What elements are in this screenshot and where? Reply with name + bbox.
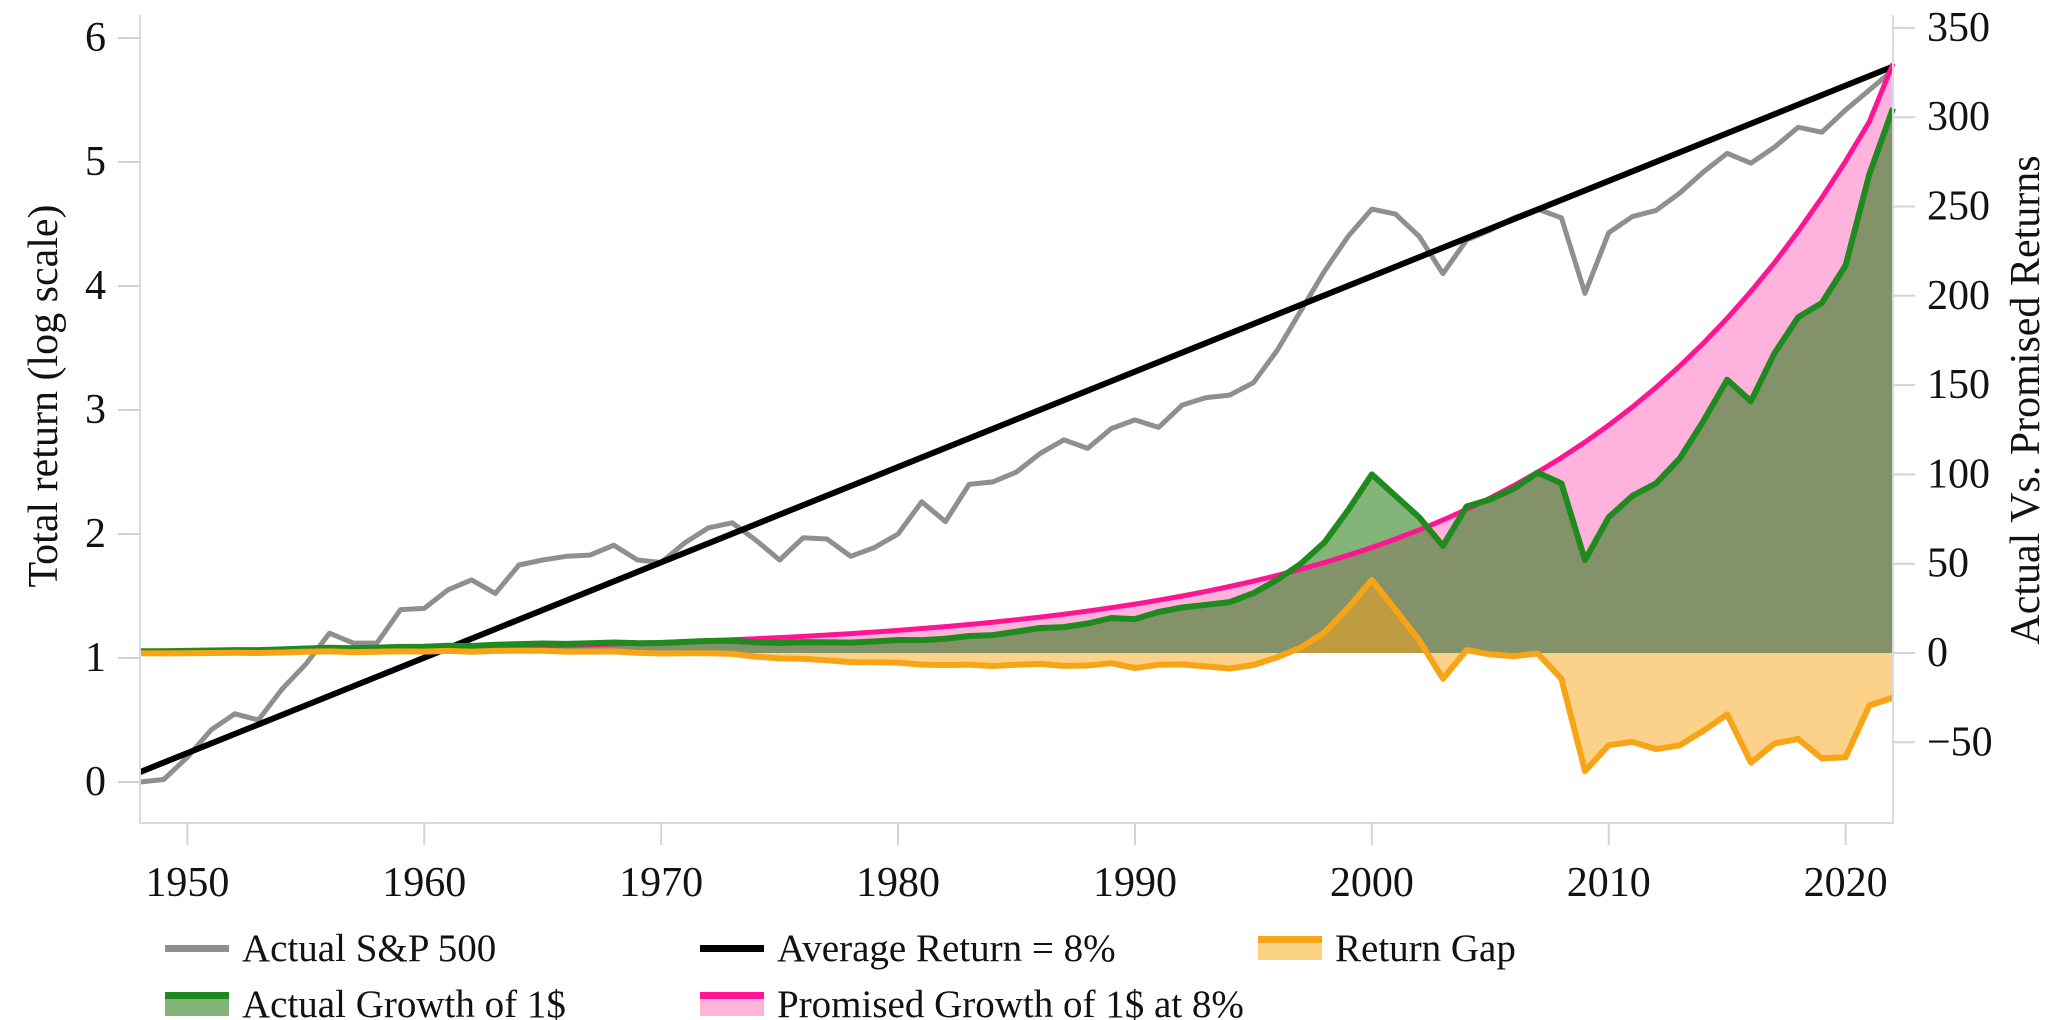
right-axis-tick-label: 150 — [1927, 362, 1990, 408]
left-axis-tick-label: 3 — [85, 387, 106, 433]
average-return-swatch — [700, 944, 764, 952]
left-axis-tick-label: 5 — [85, 139, 106, 185]
right-axis-tick-label: 350 — [1927, 5, 1990, 51]
legend-label: Promised Growth of 1$ at 8% — [777, 982, 1244, 1020]
x-axis-tick-label: 2000 — [1330, 860, 1414, 906]
sp500-line — [139, 68, 1895, 785]
legend-item-promised-growth: Promised Growth of 1$ at 8% — [700, 981, 1244, 1020]
legend-label: Actual Growth of 1$ — [242, 982, 566, 1020]
legend-label: Actual S&P 500 — [242, 926, 497, 970]
axis-frame — [139, 15, 1894, 824]
legend-row-2: Actual Growth of 1$ Promised Growth of 1… — [0, 981, 2048, 1020]
return-gap-swatch — [1258, 936, 1322, 960]
left-axis-title: Total return (log scale) — [21, 204, 67, 588]
x-axis-tick-label: 1950 — [145, 860, 229, 906]
promised-growth-swatch — [700, 992, 764, 1016]
x-axis-tick-label: 2020 — [1804, 860, 1888, 906]
actual-growth-swatch — [165, 992, 229, 1016]
legend-item-sp500: Actual S&P 500 — [165, 925, 496, 971]
legend-label: Return Gap — [1335, 926, 1516, 970]
x-axis-tick-label: 1970 — [619, 860, 703, 906]
x-axis-tick-label: 1980 — [856, 860, 940, 906]
right-axis-tick-label: 200 — [1927, 273, 1990, 319]
x-axis-tick-label: 1960 — [382, 860, 466, 906]
x-axis-tick-label: 2010 — [1567, 860, 1651, 906]
average-return-line — [138, 63, 1895, 775]
legend-item-return-gap: Return Gap — [1258, 925, 1516, 971]
right-axis-tick-label: −50 — [1927, 719, 1993, 765]
right-axis-tick-label: 300 — [1927, 94, 1990, 140]
left-axis-tick-label: 2 — [85, 511, 106, 557]
right-axis-tick-label: 50 — [1927, 541, 1969, 587]
right-axis-tick-label: 250 — [1927, 184, 1990, 230]
right-axis-tick-label: 100 — [1927, 451, 1990, 497]
return-gap-line — [139, 577, 1894, 775]
sp500-swatch — [165, 944, 229, 952]
left-axis-tick-label: 0 — [85, 759, 106, 805]
legend-label: Average Return = 8% — [777, 926, 1116, 970]
legend-item-average-return: Average Return = 8% — [700, 925, 1116, 971]
actual-growth-line — [140, 107, 1896, 655]
x-axis-tick-label: 1990 — [1093, 860, 1177, 906]
left-axis-tick-label: 1 — [85, 635, 106, 681]
legend-item-actual-growth: Actual Growth of 1$ — [165, 981, 566, 1020]
actual-growth-area — [140, 108, 1893, 654]
legend-row-1: Actual S&P 500 Average Return = 8% Retur… — [0, 925, 2048, 971]
left-axis-tick-label: 6 — [85, 15, 106, 61]
right-axis-tick-label: 0 — [1927, 630, 1948, 676]
left-axis-tick-label: 4 — [85, 263, 106, 309]
right-axis-title: Actual Vs. Promised Returns — [2003, 155, 2048, 645]
